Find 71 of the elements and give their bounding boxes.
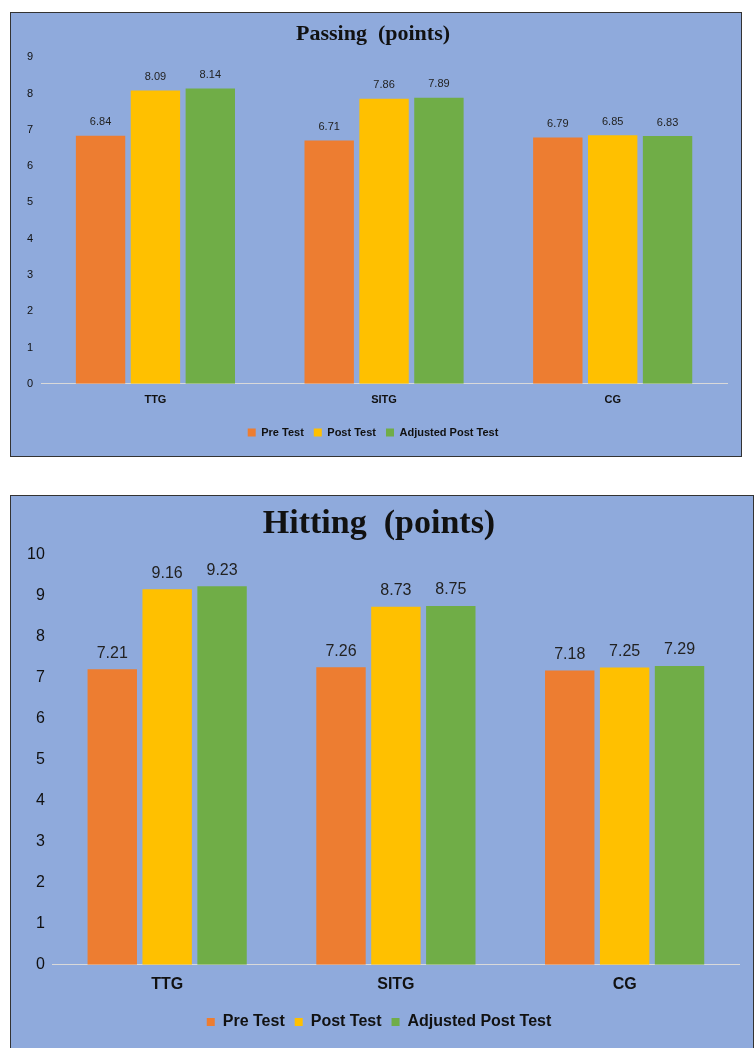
y-tick-label: 4 (35, 791, 45, 809)
data-label: 7.25 (609, 641, 641, 659)
data-label: 8.14 (199, 68, 222, 81)
bar (304, 140, 354, 384)
y-tick-label: 8 (35, 627, 45, 645)
data-label: 6.71 (318, 119, 340, 132)
bar (414, 97, 464, 384)
y-tick-label: 5 (35, 750, 45, 768)
legend-label: Pre Test (261, 425, 305, 438)
bar (599, 667, 650, 965)
x-tick-label: TTG (151, 974, 184, 992)
y-tick-label: 3 (35, 832, 45, 850)
bar (654, 665, 705, 965)
y-tick-label: 6 (35, 709, 45, 727)
legend-label: Adjusted Post Test (407, 1012, 552, 1030)
bar (87, 669, 137, 965)
bar (197, 586, 247, 965)
bar (316, 667, 366, 965)
legend-label: Pre Test (222, 1012, 286, 1030)
bar (588, 135, 638, 384)
bar (75, 135, 126, 384)
bar (185, 88, 235, 384)
y-tick-label: 7 (26, 122, 34, 135)
data-label: 8.73 (380, 581, 412, 599)
x-tick-label: SITG (377, 974, 415, 992)
y-tick-label: 10 (27, 545, 45, 563)
data-label: 9.16 (151, 563, 183, 581)
bar (642, 136, 693, 384)
x-tick-label: CG (604, 393, 621, 406)
y-tick-label: 8 (26, 86, 34, 99)
legend-label: Adjusted Post Test (399, 425, 499, 438)
data-label: 7.26 (325, 641, 357, 659)
data-label: 6.79 (547, 117, 569, 130)
legend-label: Post Test (327, 425, 377, 438)
data-label: 9.23 (206, 560, 238, 578)
y-tick-label: 5 (26, 195, 34, 208)
bar (371, 606, 421, 965)
y-tick-label: 6 (26, 159, 34, 172)
data-label: 8.75 (435, 580, 467, 598)
y-tick-label: 9 (26, 50, 34, 63)
chart-title: Passing (points) (295, 19, 451, 45)
bar (533, 137, 583, 384)
x-tick-label: SITG (371, 393, 397, 406)
bar (142, 589, 192, 965)
y-tick-label: 2 (35, 873, 45, 891)
data-label: 6.85 (601, 114, 624, 127)
y-tick-label: 2 (26, 304, 34, 317)
data-label: 7.18 (554, 644, 586, 662)
y-tick-label: 3 (26, 268, 34, 281)
y-tick-label: 4 (26, 231, 34, 244)
data-label: 8.09 (144, 69, 167, 82)
data-label: 7.86 (373, 78, 395, 91)
x-tick-label: CG (612, 974, 637, 992)
y-tick-label: 1 (26, 340, 34, 353)
y-tick-label: 1 (35, 914, 45, 932)
bar (130, 90, 181, 384)
data-label: 7.21 (96, 643, 128, 661)
data-label: 6.84 (89, 115, 112, 128)
bar (359, 98, 409, 384)
y-tick-label: 9 (35, 586, 45, 604)
data-label: 7.29 (663, 640, 696, 658)
y-tick-label: 7 (35, 668, 45, 686)
chart-title: Hitting (points) (262, 503, 496, 542)
data-label: 6.83 (656, 115, 679, 128)
bar (545, 670, 595, 965)
bar (426, 606, 476, 965)
x-tick-label: TTG (144, 393, 167, 406)
data-label: 7.89 (428, 77, 450, 90)
y-tick-label: 0 (35, 955, 45, 973)
y-tick-label: 0 (26, 376, 34, 389)
legend-label: Post Test (310, 1012, 383, 1030)
